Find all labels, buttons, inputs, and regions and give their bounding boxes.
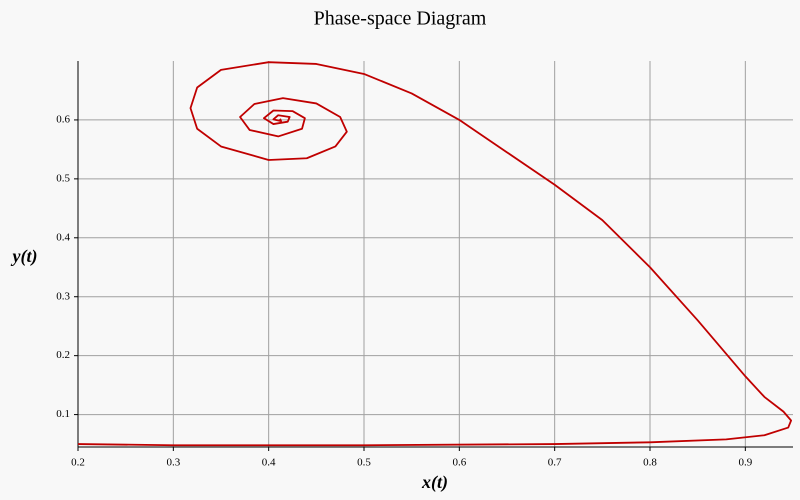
x-tick-label: 0.6: [452, 457, 466, 469]
x-tick-label: 0.4: [262, 457, 276, 469]
chart-title: Phase-space Diagram: [314, 8, 487, 30]
x-tick-label: 0.3: [166, 457, 180, 469]
x-tick-label: 0.8: [643, 457, 657, 469]
y-axis-label: y(t): [11, 246, 38, 267]
y-tick-label: 0.4: [56, 231, 70, 243]
y-tick-label: 0.5: [56, 172, 70, 184]
x-tick-label: 0.9: [738, 457, 752, 469]
y-tick-label: 0.3: [56, 290, 70, 302]
plot-area: [78, 61, 793, 447]
x-tick-label: 0.7: [548, 457, 562, 469]
trajectory: [77, 61, 792, 447]
y-tick-label: 0.1: [56, 408, 70, 420]
x-tick-label: 0.2: [71, 457, 85, 469]
y-tick-label: 0.2: [56, 349, 70, 361]
x-tick-label: 0.5: [357, 457, 371, 469]
y-tick-label: 0.6: [56, 113, 70, 125]
x-axis-label: x(t): [421, 472, 448, 493]
